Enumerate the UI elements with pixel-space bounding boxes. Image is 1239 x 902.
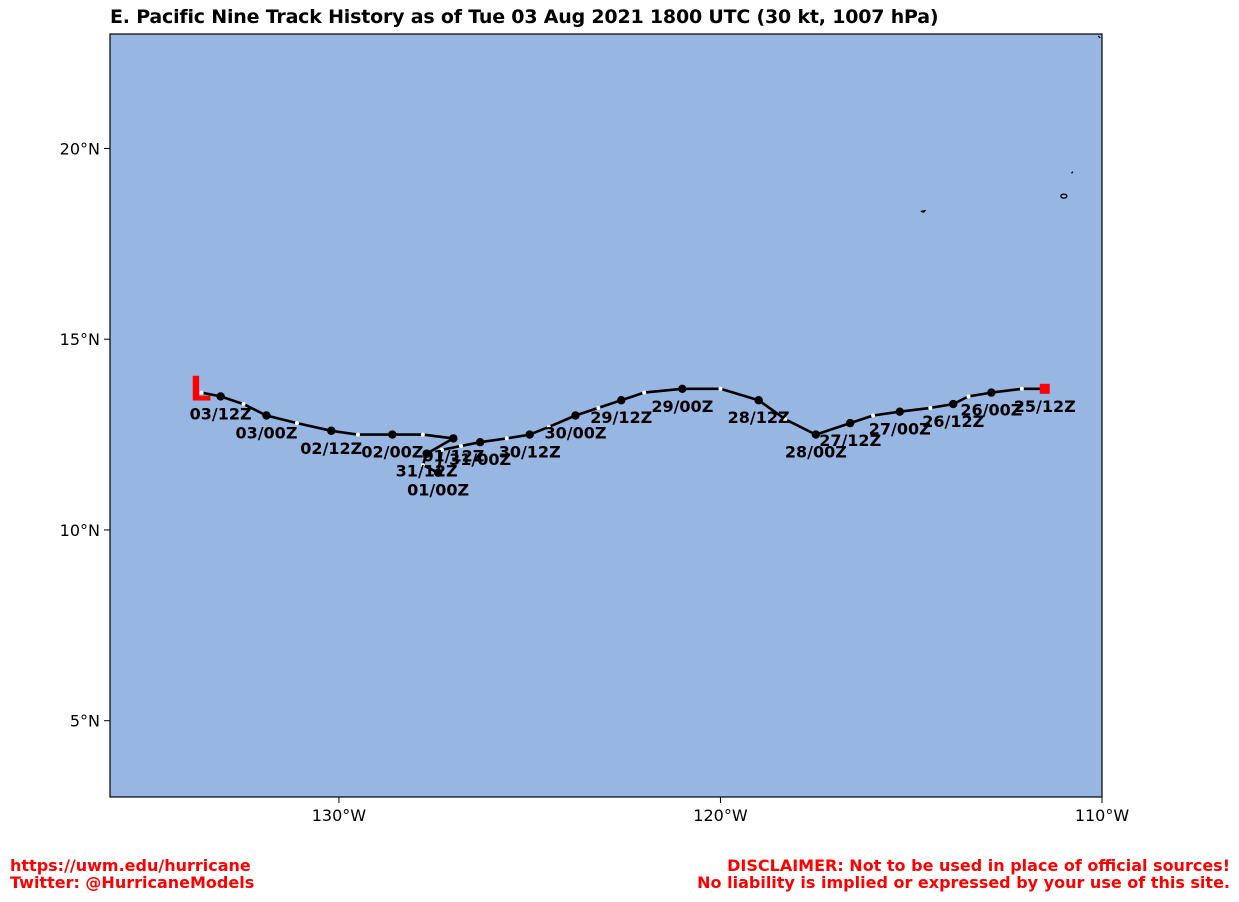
track-time-label: 28/12Z xyxy=(728,408,790,427)
track-time-label: 27/12Z xyxy=(819,431,881,450)
track-time-label: 02/12Z xyxy=(300,439,362,458)
track-point xyxy=(987,388,996,397)
track-time-label: 30/00Z xyxy=(544,424,606,443)
track-point xyxy=(895,407,904,416)
track-point xyxy=(422,449,431,458)
track-point xyxy=(525,430,534,439)
track-time-label: 25/12Z xyxy=(1014,397,1076,416)
twitter-handle[interactable]: Twitter: @HurricaneModels xyxy=(10,873,255,892)
track-time-label: 29/12Z xyxy=(590,408,652,427)
track-point xyxy=(617,396,626,405)
track-point xyxy=(216,392,225,401)
island-outline xyxy=(920,209,927,213)
track-intermediate-point xyxy=(459,444,464,449)
track-time-label: 02/00Z xyxy=(361,443,423,462)
track-intermediate-point xyxy=(420,463,425,468)
track-point xyxy=(845,418,855,428)
track-time-label: 26/12Z xyxy=(922,412,984,431)
lat-tick-label: 5°N xyxy=(70,712,100,731)
track-intermediate-point xyxy=(718,386,723,391)
track-point xyxy=(949,399,958,409)
track-time-label: 27/00Z xyxy=(869,420,931,439)
track-intermediate-point xyxy=(642,390,647,395)
track-time-label: 31/12Z xyxy=(396,462,458,481)
track-time-label: 03/12Z xyxy=(190,404,252,423)
lat-tick-label: 15°N xyxy=(60,330,100,349)
axis-ticks: 130°W 120°W 110°W 20°N 15°N 10°N 5°N xyxy=(60,139,1130,825)
track-intermediate-point xyxy=(783,417,788,422)
track-point xyxy=(475,438,485,447)
ocean-area xyxy=(110,34,1102,797)
track-intermediate-point xyxy=(294,421,299,426)
track-intermediate-point xyxy=(871,413,876,418)
lat-tick-label: 10°N xyxy=(60,521,100,540)
current-position-symbol: L xyxy=(190,370,212,410)
map-title: E. Pacific Nine Track History as of Tue … xyxy=(110,6,939,28)
track-time-label: 28/00Z xyxy=(785,443,847,462)
track-intermediate-point xyxy=(1019,386,1024,391)
storm-track: L xyxy=(190,370,1050,477)
track-point xyxy=(433,468,443,477)
lat-tick-label: 20°N xyxy=(60,139,100,158)
track-time-label: 31/00Z xyxy=(449,450,511,469)
track-point xyxy=(327,426,336,435)
track-point xyxy=(811,430,821,439)
track-intermediate-point xyxy=(504,436,509,441)
footer-disclaimer: DISCLAIMER: Not to be used in place of o… xyxy=(697,857,1230,891)
track-point xyxy=(571,411,580,420)
track-intermediate-point xyxy=(420,432,425,437)
footer-credits: https://uwm.edu/hurricane Twitter: @Hurr… xyxy=(10,857,254,891)
website-link[interactable]: https://uwm.edu/hurricane xyxy=(10,856,251,875)
track-intermediate-point xyxy=(928,405,933,410)
track-time-label: 01/00Z xyxy=(407,481,469,500)
lon-tick-label: 130°W xyxy=(312,806,367,825)
track-intermediate-point xyxy=(966,394,971,399)
lon-tick-label: 120°W xyxy=(693,806,748,825)
track-point xyxy=(262,411,271,420)
map-frame xyxy=(109,33,1103,798)
track-time-label: 01/12Z xyxy=(422,446,484,465)
coastline-fragment xyxy=(1097,35,1101,39)
track-time-label: 26/00Z xyxy=(960,401,1022,420)
disclaimer-line-2: No liability is implied or expressed by … xyxy=(697,873,1230,892)
track-start-marker xyxy=(1039,383,1050,394)
islands xyxy=(920,35,1101,213)
track-intermediate-point xyxy=(596,405,601,410)
track-point xyxy=(754,396,763,405)
track-point xyxy=(449,434,458,443)
track-intermediate-point xyxy=(546,424,551,429)
track-intermediate-point xyxy=(439,447,444,452)
track-intermediate-point xyxy=(199,390,204,395)
track-point xyxy=(678,384,687,393)
track-intermediate-point xyxy=(241,402,246,407)
island-outline xyxy=(1071,171,1074,174)
island-outline xyxy=(1060,193,1068,199)
track-time-label: 29/00Z xyxy=(651,397,713,416)
track-time-label: 03/00Z xyxy=(235,424,297,443)
disclaimer-line-1: DISCLAIMER: Not to be used in place of o… xyxy=(727,856,1230,875)
track-point xyxy=(388,430,397,439)
lon-tick-label: 110°W xyxy=(1075,806,1130,825)
track-time-label: 30/12Z xyxy=(499,443,561,462)
track-intermediate-point xyxy=(356,432,360,437)
